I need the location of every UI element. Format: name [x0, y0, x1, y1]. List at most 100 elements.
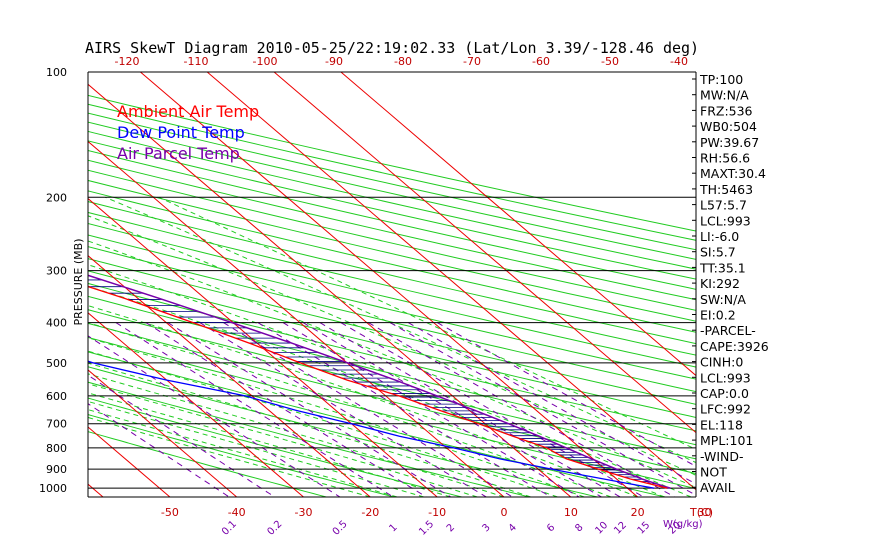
dry-adiabat	[88, 159, 696, 301]
pressure-tick-label: 800	[46, 442, 67, 455]
mixing-ratio-label: 1	[387, 522, 399, 534]
mixing-ratio-label: 15	[636, 520, 653, 537]
moist-adiabat	[88, 337, 585, 497]
sounding-index-label: WB0:504	[700, 119, 757, 134]
isotherm	[340, 72, 696, 377]
series-ambient-line	[88, 285, 668, 489]
sounding-index-label: FRZ:536	[700, 103, 753, 118]
moist-adiabat	[88, 373, 505, 497]
isotherm	[88, 197, 438, 497]
sounding-index-label: EI:0.2	[700, 308, 736, 323]
pressure-tick-label: 500	[46, 357, 67, 370]
isotherm	[88, 312, 304, 497]
legend-entry: Air Parcel Temp	[117, 144, 240, 163]
dry-adiabat	[88, 223, 696, 368]
sounding-index-label: CAPE:3926	[700, 339, 769, 354]
top-temp-tick-label: -40	[670, 55, 688, 68]
mixing-ratio-label: 2	[445, 522, 457, 534]
bottom-temp-tick-label: 30	[697, 506, 711, 519]
legend-entry: Ambient Air Temp	[117, 102, 259, 121]
moist-adiabat	[88, 362, 531, 497]
mixing-ratio-line	[145, 322, 427, 497]
sounding-index-label: MPL:101	[700, 433, 753, 448]
mixing-ratio-label: 3	[480, 522, 492, 534]
dry-adiabat	[88, 179, 696, 322]
moist-adiabat	[88, 215, 696, 476]
dry-adiabat	[88, 234, 696, 380]
dry-adiabat	[88, 258, 696, 405]
top-temp-tick-label: -110	[184, 55, 209, 68]
bottom-temp-tick-label: 0	[501, 506, 508, 519]
pressure-tick-label: 900	[46, 463, 67, 476]
sounding-index-label: RH:56.6	[700, 151, 750, 166]
isotherm	[273, 72, 696, 434]
mixing-ratio-label: 6	[545, 522, 557, 534]
dry-adiabat	[88, 366, 598, 497]
dry-adiabat	[88, 431, 327, 497]
bottom-temp-tick-label: -40	[228, 506, 246, 519]
mixing-ratio-line	[257, 322, 552, 497]
legend-entry: Dew Point Temp	[117, 123, 245, 142]
dry-adiabat	[88, 295, 696, 446]
mixing-ratio-line	[340, 322, 645, 497]
moist-adiabat	[88, 383, 478, 497]
mixing-ratio-label: 8	[573, 522, 585, 534]
sounding-index-label: KI:292	[700, 276, 740, 291]
top-temp-tick-label: -90	[325, 55, 343, 68]
moist-adiabat	[105, 196, 696, 464]
dry-adiabat	[88, 169, 696, 311]
moist-adiabat	[88, 240, 696, 489]
mixing-ratio-line	[223, 322, 513, 497]
top-temp-tick-label: -80	[394, 55, 412, 68]
mixing-ratio-line	[88, 403, 230, 497]
isotherm	[88, 369, 238, 497]
sounding-index-label: PW:39.67	[700, 135, 759, 150]
mixing-ratio-line	[199, 322, 487, 497]
dry-adiabat	[88, 190, 696, 333]
mixing-ratio-label: 12	[612, 520, 629, 537]
top-temp-tick-label: -120	[115, 55, 140, 68]
bottom-temp-tick-label: -20	[361, 506, 379, 519]
mixing-ratio-unit-label: W(g/kg)	[663, 519, 703, 530]
moist-adiabat	[88, 305, 638, 497]
dry-adiabat	[88, 121, 696, 260]
sounding-index-label: MAXT:30.4	[700, 166, 766, 181]
bottom-temp-tick-label: -50	[161, 506, 179, 519]
sounding-index-label: MW:N/A	[700, 88, 749, 103]
pressure-tick-label: 1000	[39, 482, 67, 495]
top-temp-tick-label: -100	[253, 55, 278, 68]
mixing-ratio-label: 0.1	[220, 519, 239, 538]
mixing-ratio-line	[436, 322, 696, 467]
pressure-tick-label: 300	[46, 265, 67, 278]
sounding-index-label: TH:5463	[699, 182, 753, 197]
sounding-index-label: LI:-6.0	[700, 229, 739, 244]
dry-adiabat	[88, 246, 696, 393]
moist-adiabat	[88, 264, 692, 497]
y-axis-label: PRESSURE (MB)	[72, 239, 85, 326]
plot-area	[88, 72, 696, 497]
dry-adiabat	[88, 309, 696, 460]
dry-adiabat	[88, 414, 395, 497]
top-temp-tick-label: -60	[532, 55, 550, 68]
sounding-index-label: -WIND-	[700, 449, 744, 464]
isotherm	[206, 72, 696, 491]
sounding-index-label: SI:5.7	[700, 245, 736, 260]
pressure-tick-label: 100	[46, 66, 67, 79]
mixing-ratio-line	[115, 322, 394, 497]
dry-adiabat	[88, 149, 696, 290]
moist-adiabat	[88, 392, 451, 497]
mixing-ratio-label: 10	[593, 520, 610, 537]
pressure-tick-label: 700	[46, 418, 67, 431]
mixing-ratio-line	[282, 322, 580, 497]
moist-adiabat	[158, 196, 696, 450]
bottom-temp-tick-label: -30	[295, 506, 313, 519]
moist-adiabat	[88, 400, 424, 497]
sounding-index-label: NOT	[700, 465, 727, 480]
mixing-ratio-line	[368, 322, 675, 497]
top-temp-tick-label: -50	[601, 55, 619, 68]
dry-adiabat	[88, 397, 463, 497]
pressure-tick-label: 400	[46, 317, 67, 330]
series-dew-point-line	[88, 360, 655, 489]
sounding-index-label: TT:35.1	[699, 260, 746, 275]
